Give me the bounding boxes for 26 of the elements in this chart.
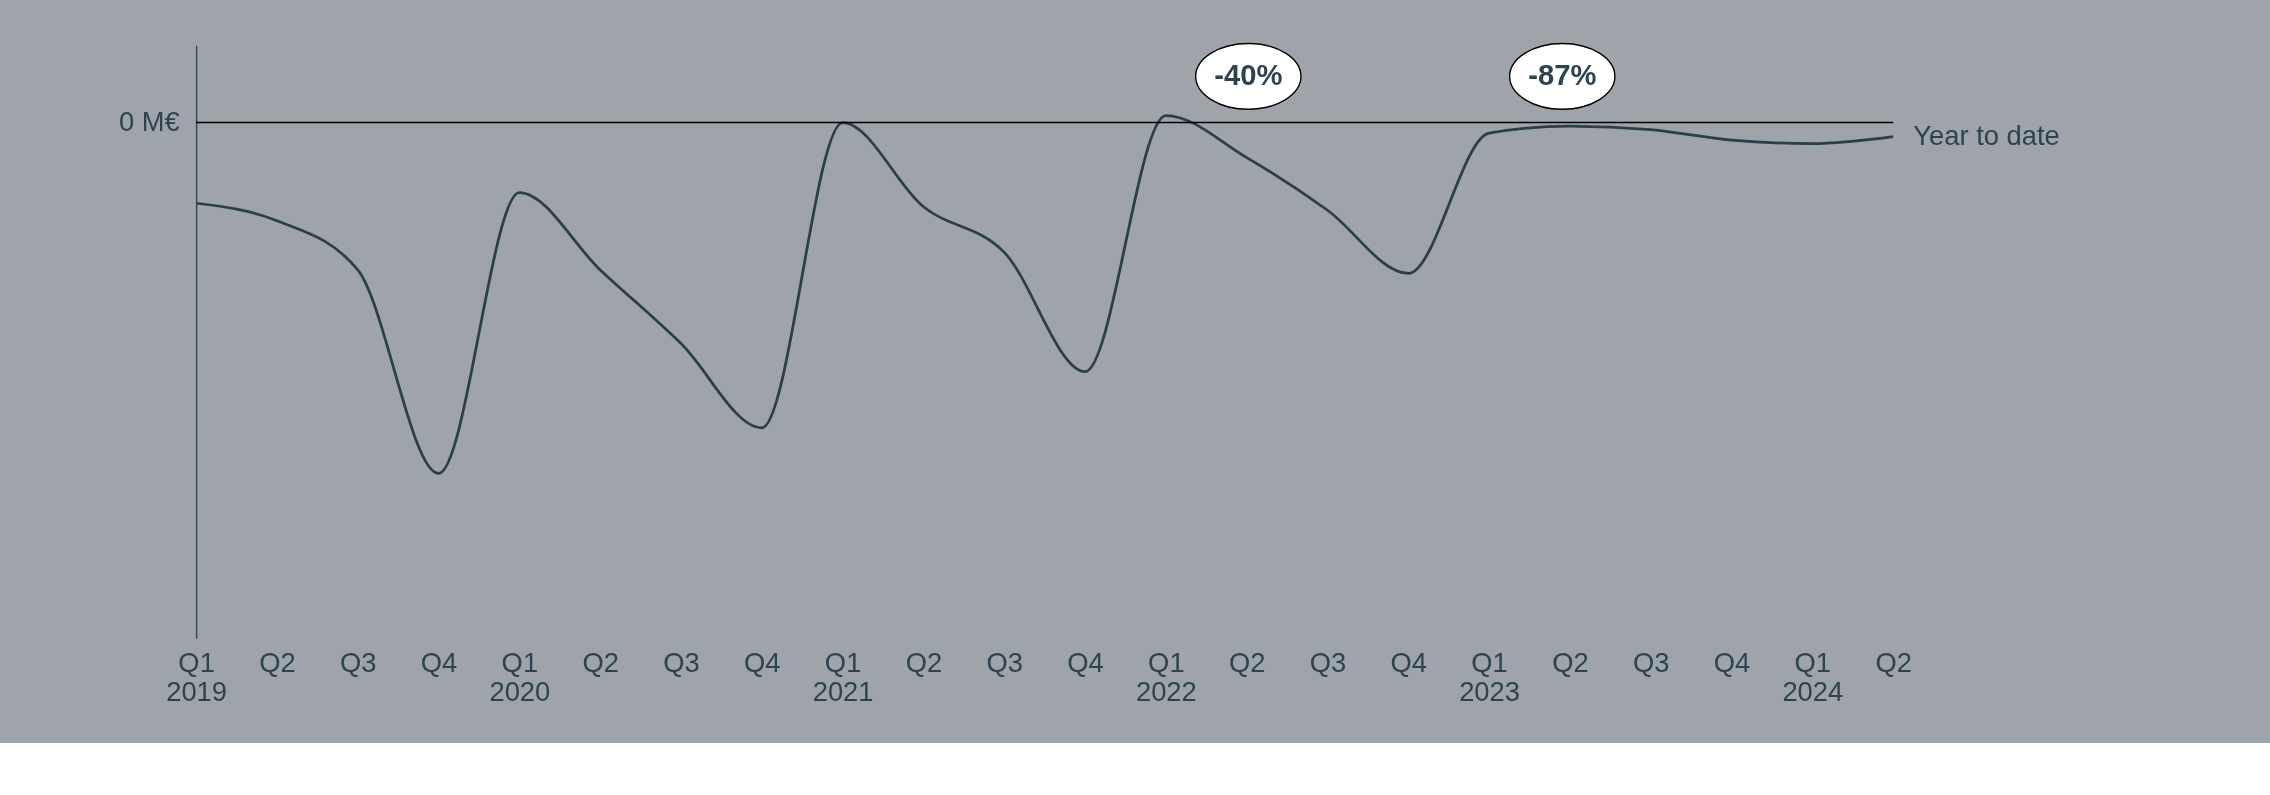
x-tick-label: Q3 [1309, 646, 1347, 678]
x-tick-label: Q4 [744, 646, 781, 678]
x-tick-label: Q1 2022 [1135, 646, 1197, 707]
text: -40% [1214, 59, 1283, 92]
x-tick-label: Q3 [663, 646, 700, 678]
x-tick-label: Q2 [905, 646, 943, 678]
x-tick-label: Q3 [986, 646, 1023, 678]
x-tick-label: Q1 2023 [1459, 646, 1521, 707]
x-tick-label: Q3 [1632, 646, 1670, 678]
x-tick-label: Q2 [259, 646, 296, 678]
x-tick-label: Q3 [339, 646, 377, 678]
series-label: Year to date [1913, 119, 2060, 151]
x-tick-label: Q4 [1713, 646, 1751, 678]
x-tick-label: Q4 [1067, 646, 1104, 678]
x-tick-label: Q4 [420, 646, 458, 678]
x-tick-label: Q2 [1875, 646, 1912, 678]
x-tick-label: Q2 [1552, 646, 1589, 678]
x-tick-label: Q2 [1228, 646, 1266, 678]
x-tick-label: Q4 [1390, 646, 1428, 678]
x-tick-label: Q1 2021 [812, 646, 874, 707]
x-tick-label: Q1 2020 [489, 646, 551, 707]
x-tick-label: Q2 [582, 646, 619, 678]
x-tick-label: Q1 2024 [1782, 646, 1844, 707]
text: -87% [1528, 59, 1597, 92]
x-tick-label: Q1 2019 [166, 646, 228, 707]
ref-line-label: 0 M€ [118, 105, 180, 137]
